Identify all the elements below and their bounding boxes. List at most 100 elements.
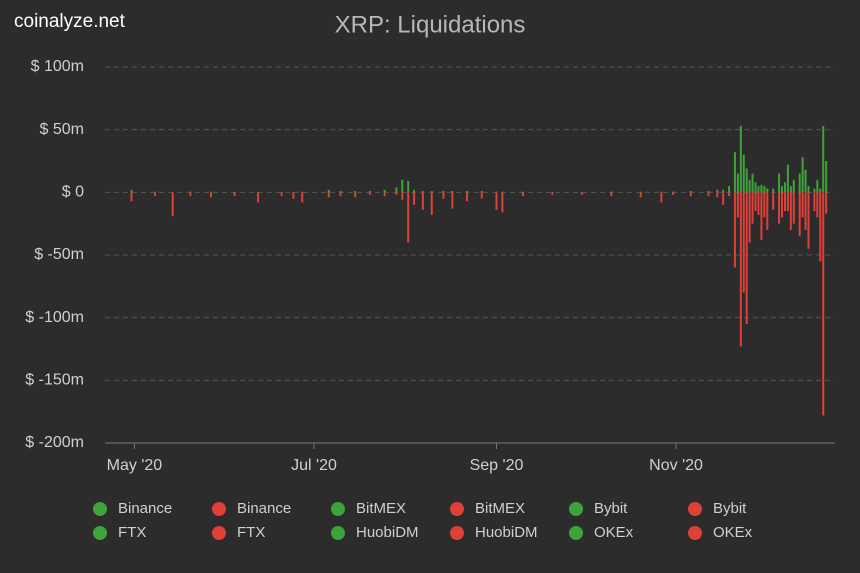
bar — [739, 125, 742, 193]
bar — [466, 191, 469, 193]
bar — [716, 192, 719, 198]
bar — [754, 182, 757, 193]
x-tick-label: Nov '20 — [649, 457, 703, 474]
bar — [760, 184, 763, 193]
bar — [751, 173, 754, 193]
legend-marker — [450, 502, 464, 516]
legend-label: BitMEX — [356, 500, 406, 517]
bar — [801, 192, 804, 218]
bar — [521, 191, 524, 193]
bar — [292, 192, 295, 199]
bar — [301, 191, 304, 193]
bar — [672, 192, 675, 195]
bar — [825, 192, 828, 214]
legend-marker — [212, 526, 226, 540]
bar — [130, 189, 133, 193]
bar — [757, 192, 760, 215]
bar — [257, 192, 260, 203]
bar — [789, 186, 792, 193]
bar — [736, 173, 739, 193]
bar — [822, 192, 825, 416]
bar — [722, 189, 725, 193]
bar — [401, 192, 404, 200]
bar — [660, 191, 663, 193]
legend-label: Binance — [118, 500, 172, 517]
bar — [521, 192, 524, 197]
bar — [804, 192, 807, 230]
legend-marker — [93, 502, 107, 516]
bar — [798, 173, 801, 193]
bar — [757, 186, 760, 193]
bar — [728, 186, 731, 193]
bar — [339, 191, 342, 193]
bar — [327, 192, 330, 198]
bar — [130, 192, 133, 202]
bar — [354, 191, 357, 193]
bar — [480, 192, 483, 199]
bar — [766, 192, 769, 230]
bar — [413, 192, 416, 205]
x-tick-label: Jul '20 — [291, 457, 337, 474]
legend-label: FTX — [118, 524, 146, 541]
bar — [189, 191, 192, 193]
bar — [819, 188, 822, 193]
bar — [395, 192, 398, 195]
y-tick-label: $ -50m — [34, 246, 84, 263]
bar — [280, 192, 283, 197]
bar — [789, 192, 792, 230]
bar — [807, 192, 810, 249]
legend-marker — [331, 502, 345, 516]
bar — [354, 192, 357, 198]
x-tick-label: Sep '20 — [470, 457, 524, 474]
legend-label: Bybit — [713, 500, 747, 517]
bar — [781, 192, 784, 218]
bar — [819, 192, 822, 262]
bar — [742, 154, 745, 193]
legend-marker — [212, 502, 226, 516]
bar — [781, 186, 784, 193]
bar — [171, 192, 174, 217]
y-tick-label: $ -150m — [25, 372, 84, 389]
bar — [798, 192, 801, 237]
legend-label: BitMEX — [475, 500, 525, 517]
bar — [301, 192, 304, 203]
bar — [783, 182, 786, 193]
chart-title: XRP: Liquidations — [335, 11, 526, 38]
bar — [736, 192, 739, 218]
bar — [580, 192, 583, 195]
bar — [742, 192, 745, 293]
bar — [383, 189, 386, 193]
bar — [501, 191, 504, 193]
bar — [751, 192, 754, 224]
y-tick-label: $ 100m — [31, 58, 84, 75]
bar — [772, 192, 775, 210]
bar — [466, 192, 469, 202]
bar — [792, 179, 795, 193]
bar — [816, 179, 819, 193]
bar — [339, 192, 342, 197]
bar — [421, 192, 424, 210]
watermark: coinalyze.net — [14, 11, 126, 32]
bar — [722, 192, 725, 205]
bar — [551, 192, 554, 195]
legend-label: OKEx — [594, 524, 634, 541]
y-tick-label: $ -200m — [25, 434, 84, 451]
bar — [401, 179, 404, 193]
bar — [822, 125, 825, 193]
bar — [495, 191, 498, 193]
bar — [707, 191, 710, 193]
bar — [639, 191, 642, 193]
bar — [766, 188, 769, 193]
bar — [395, 187, 398, 193]
bar — [610, 192, 613, 197]
legend-label: HuobiDM — [475, 524, 538, 541]
bar — [154, 191, 157, 193]
bar — [813, 192, 816, 212]
bar — [368, 191, 371, 193]
legend-marker — [688, 526, 702, 540]
bar — [763, 192, 766, 218]
bar — [233, 192, 236, 197]
bar — [825, 161, 828, 193]
